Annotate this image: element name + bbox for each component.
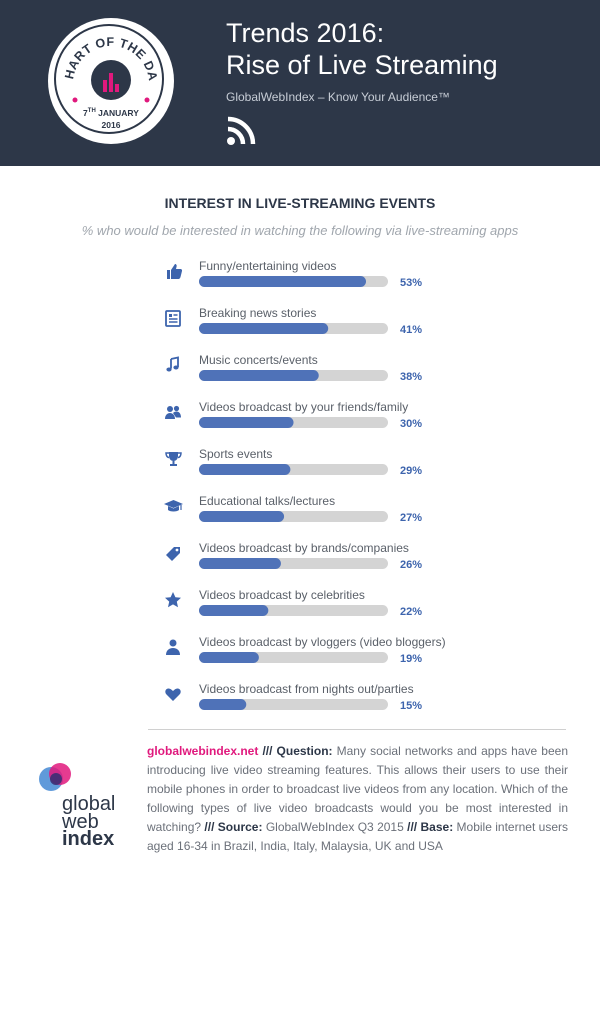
base-label: Base: [420,820,454,834]
category-label: Videos broadcast by brands/companies [199,541,409,555]
data-label: 26% [400,559,422,571]
bar-row: Funny/entertaining videos 53% [167,259,422,289]
bar-row: Breaking news stories 41% [165,306,422,336]
divider [148,729,566,730]
bar-row: Educational talks/lectures 27% [164,494,422,524]
heart-icon [165,688,181,701]
badge-dot-left [72,97,78,103]
bar [199,605,269,616]
badge-bar-2 [109,73,113,92]
bar [199,464,291,475]
category-label: Videos broadcast from nights out/parties [199,682,414,696]
bar [199,370,319,381]
category-label: Educational talks/lectures [199,494,335,508]
sep-3: /// [403,820,421,834]
data-label: 19% [400,653,422,665]
bar [199,699,247,710]
data-label: 29% [400,465,422,477]
people-icon [165,405,181,419]
category-label: Breaking news stories [199,306,316,320]
question-text: Many social networks and apps have been … [147,744,568,834]
music-note-icon [166,356,179,372]
data-label: 41% [400,324,422,336]
bar-row: Videos broadcast by vloggers (video blog… [166,635,446,665]
bar-row: Videos broadcast by brands/companies 26% [166,541,422,571]
sep-1: /// [258,744,277,758]
person-icon [166,639,180,655]
star-icon [165,592,181,608]
globalwebindex-logo: global web index [36,760,136,860]
bar-row: Videos broadcast by celebrities 22% [165,588,422,618]
data-label: 53% [400,277,422,289]
bar-chart: Funny/entertaining videos 53% Breaking new… [164,259,446,712]
source-label: Source: [217,820,263,834]
thumbs-up-icon [167,264,183,279]
bar-row: Videos broadcast from nights out/parties… [165,682,422,712]
tag-icon [166,547,180,561]
newspaper-icon [165,310,181,327]
category-label: Sports events [199,447,272,461]
bar-row: Videos broadcast by your friends/family 3… [165,400,422,430]
bar-track [199,699,388,710]
badge-date-line: 7TH JANUARY [83,108,139,118]
data-label: 30% [400,418,422,430]
bar [199,323,329,334]
category-label: Videos broadcast by celebrities [199,588,365,602]
page-title-line-2: Rise of Live Streaming [226,50,498,80]
badge-ring [54,24,164,134]
header-banner: CHART OF THE DAY 7TH JANUARY 2016 Trends… [0,0,600,166]
sep-2: /// [201,820,218,834]
footnote: globalwebindex.net /// Question: Many so… [147,742,568,856]
bar [199,558,281,569]
badge-dot-right [144,97,150,103]
logo-word-index: index [62,828,115,850]
chart-subtitle: % who would be interested in watching th… [81,223,519,238]
source-text: GlobalWebIndex Q3 2015 [262,820,404,834]
base-text: Mobile internet users aged 16-34 in Braz… [147,820,568,853]
chart-title: INTEREST IN LIVE-STREAMING EVENTS [164,195,436,211]
site-link[interactable]: globalwebindex.net [147,744,259,758]
bar-row: Sports events 29% [165,447,422,477]
category-label: Music concerts/events [199,353,318,367]
graduation-cap-icon [164,500,183,512]
bar [199,417,294,428]
badge-year: 2016 [101,120,121,130]
bar [199,652,259,663]
bar-row: Music concerts/events 38% [166,353,422,383]
badge-graphic: CHART OF THE DAY [48,18,159,103]
chart-of-the-day-badge: CHART OF THE DAY 7TH JANUARY 2016 [48,18,174,144]
question-label: Question: [276,744,333,758]
logo-word-global: global [62,793,116,815]
data-label: 15% [400,700,422,712]
category-label: Videos broadcast by your friends/family [199,400,408,414]
data-label: 27% [400,512,422,524]
bar [199,276,366,287]
category-label: Videos broadcast by vloggers (video blog… [199,635,446,649]
trophy-icon [165,452,182,466]
data-label: 22% [400,606,422,618]
category-label: Funny/entertaining videos [199,259,336,273]
data-label: 38% [400,371,422,383]
badge-bar-3 [115,84,119,92]
page-title-line-1: Trends 2016: [226,18,385,48]
logo-word-web: web [62,811,99,833]
bar [199,511,285,522]
rss-icon[interactable] [226,114,258,146]
page-subtitle: GlobalWebIndex – Know Your Audience™ [226,90,450,104]
badge-bar-1 [103,80,107,92]
logo-circles [39,763,71,791]
